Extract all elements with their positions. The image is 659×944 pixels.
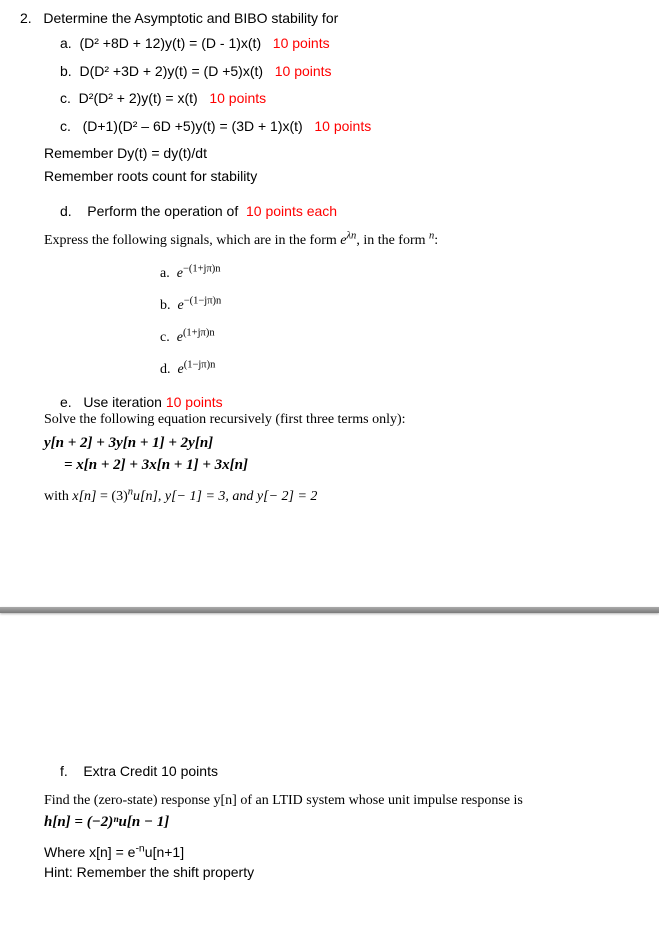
signal-c-label: c. bbox=[160, 330, 170, 345]
solve-line: Solve the following equation recursively… bbox=[20, 410, 639, 430]
part-b: b. D(D² +3D + 2)y(t) = (D +5)x(t) 10 poi… bbox=[60, 62, 639, 82]
part-c1: c. D²(D² + 2)y(t) = x(t) 10 points bbox=[60, 89, 639, 109]
where-post: u[n+1] bbox=[145, 844, 184, 860]
page-2: f. Extra Credit 10 points Find the (zero… bbox=[0, 613, 659, 903]
eq-line-1: y[n + 2] + 3y[n + 1] + 2y[n] bbox=[20, 432, 639, 455]
part-c2-eq: (D+1)(D² – 6D +5)y(t) = (3D + 1)x(t) bbox=[83, 118, 303, 134]
part-e-header: e. Use iteration 10 points bbox=[20, 394, 639, 410]
hint-line: Hint: Remember the shift property bbox=[20, 863, 639, 883]
part-f-header: f. Extra Credit 10 points bbox=[20, 763, 639, 779]
part-d-text: Perform the operation of bbox=[87, 203, 238, 219]
with-pre: with bbox=[44, 489, 72, 504]
part-c2: c. (D+1)(D² – 6D +5)y(t) = (3D + 1)x(t) … bbox=[60, 117, 639, 137]
express-mid: , in the form bbox=[356, 233, 429, 248]
where-line: Where x[n] = e-nu[n+1] bbox=[20, 843, 639, 863]
express-end: : bbox=[434, 233, 438, 248]
part-b-label: b. bbox=[60, 63, 72, 79]
xn: x[n] bbox=[72, 489, 96, 504]
part-a-eq: (D² +8D + 12)y(t) = (D - 1)x(t) bbox=[79, 35, 261, 51]
signal-c-sup: (1+jπ)n bbox=[183, 328, 215, 339]
eq-line-2: = x[n + 2] + 3x[n + 1] + 3x[n] bbox=[20, 454, 639, 477]
part-b-eq: D(D² +3D + 2)y(t) = (D +5)x(t) bbox=[79, 63, 263, 79]
question-title: Determine the Asymptotic and BIBO stabil… bbox=[43, 10, 338, 26]
signal-a: a. e−(1+jπ)n bbox=[160, 266, 639, 282]
part-e-pts: 10 points bbox=[166, 394, 223, 410]
signal-b: b. e−(1−jπ)n bbox=[160, 298, 639, 314]
part-c1-pts: 10 points bbox=[209, 90, 266, 106]
part-e-label: e. bbox=[60, 394, 72, 410]
signal-b-label: b. bbox=[160, 298, 171, 313]
h-line: h[n] = (−2)ⁿu[n − 1] bbox=[20, 812, 639, 833]
part-d-pts: 10 points each bbox=[246, 203, 337, 219]
part-c1-label: c. bbox=[60, 90, 71, 106]
question-number: 2. bbox=[20, 10, 32, 26]
note-2: Remember roots count for stability bbox=[20, 167, 639, 185]
part-d-header: d. Perform the operation of 10 points ea… bbox=[20, 203, 639, 219]
signal-b-sup: −(1−jπ)n bbox=[184, 296, 222, 307]
with-mid2: u[n], y[− 1] = 3, and y[− 2] = 2 bbox=[133, 489, 317, 504]
with-line: with x[n] = (3)nu[n], y[− 1] = 3, and y[… bbox=[20, 487, 639, 507]
part-c1-eq: D²(D² + 2)y(t) = x(t) bbox=[79, 90, 198, 106]
page-1: 2. Determine the Asymptotic and BIBO sta… bbox=[0, 0, 659, 527]
part-c2-label: c. bbox=[60, 118, 71, 134]
signal-a-label: a. bbox=[160, 266, 170, 281]
part-f-text: Extra Credit 10 points bbox=[83, 763, 218, 779]
signal-d-label: d. bbox=[160, 362, 171, 377]
express-line: Express the following signals, which are… bbox=[20, 231, 639, 251]
signal-c: c. e(1+jπ)n bbox=[160, 330, 639, 346]
part-e-text: Use iteration bbox=[83, 394, 162, 410]
with-mid1: = (3) bbox=[97, 489, 128, 504]
where-pre: Where x[n] = e bbox=[44, 844, 135, 860]
part-d-label: d. bbox=[60, 203, 72, 219]
signal-list: a. e−(1+jπ)n b. e−(1−jπ)n c. e(1+jπ)n d.… bbox=[20, 266, 639, 378]
note-1: Remember Dy(t) = dy(t)/dt bbox=[20, 144, 639, 162]
where-sup: -n bbox=[135, 842, 144, 854]
question-header: 2. Determine the Asymptotic and BIBO sta… bbox=[20, 10, 639, 26]
part-a-pts: 10 points bbox=[273, 35, 330, 51]
part-f-label: f. bbox=[60, 763, 68, 779]
signal-d: d. e(1−jπ)n bbox=[160, 362, 639, 378]
signal-d-sup: (1−jπ)n bbox=[184, 360, 216, 371]
part-a: a. (D² +8D + 12)y(t) = (D - 1)x(t) 10 po… bbox=[60, 34, 639, 54]
express-pre: Express the following signals, which are… bbox=[44, 233, 340, 248]
part-b-pts: 10 points bbox=[275, 63, 332, 79]
stability-list: a. (D² +8D + 12)y(t) = (D - 1)x(t) 10 po… bbox=[20, 34, 639, 136]
find-line: Find the (zero-state) response y[n] of a… bbox=[20, 791, 639, 811]
part-a-label: a. bbox=[60, 35, 72, 51]
signal-a-sup: −(1+jπ)n bbox=[183, 264, 221, 275]
lambda-n: λn bbox=[347, 230, 357, 241]
part-c2-pts: 10 points bbox=[314, 118, 371, 134]
